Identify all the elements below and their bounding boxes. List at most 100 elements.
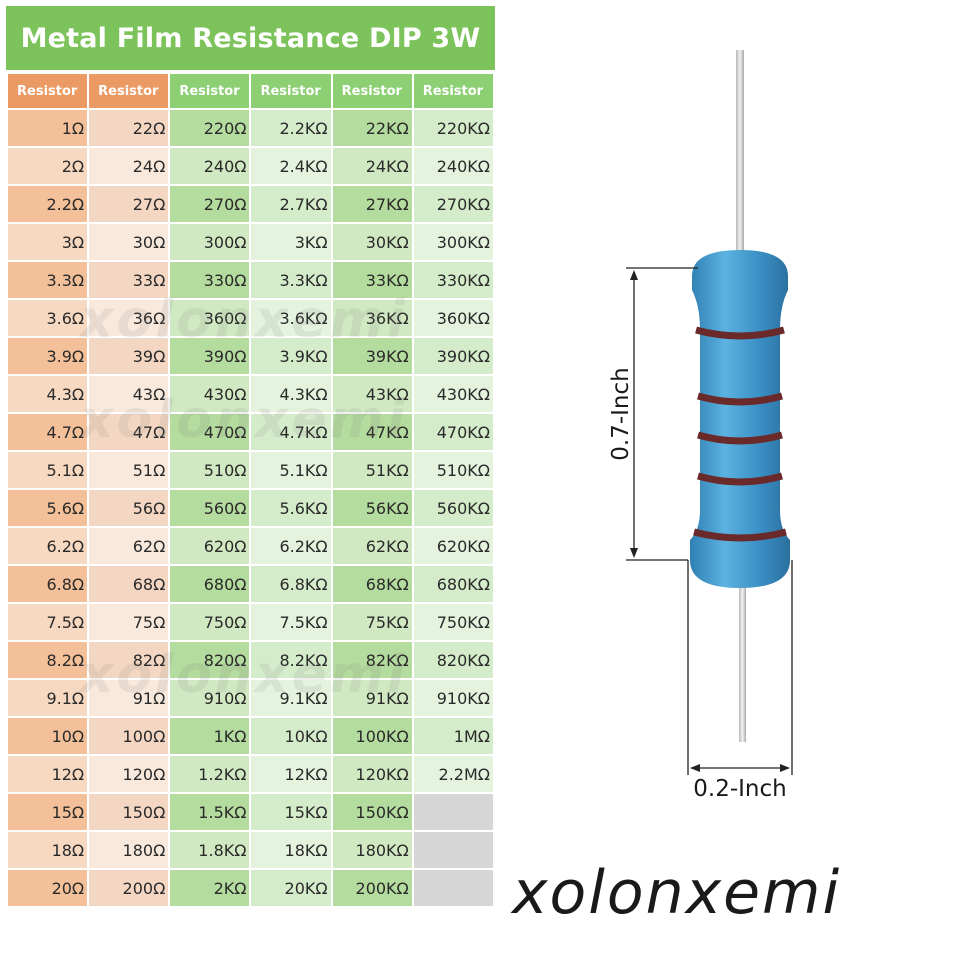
table-cell: 33Ω — [89, 262, 169, 298]
table-cell: 75Ω — [89, 604, 169, 640]
table-row: 2.2Ω 27Ω 270Ω 2.7KΩ 27KΩ 270KΩ — [8, 186, 493, 222]
table-cell: 240KΩ — [413, 148, 493, 184]
column-header: Resistor — [251, 74, 331, 108]
table-cell: 43Ω — [89, 376, 169, 412]
table-cell: 220Ω — [170, 110, 250, 146]
table-cell: 33KΩ — [332, 262, 412, 298]
table-cell: 3Ω — [8, 224, 88, 260]
table-row: 3.3Ω 33Ω 330Ω 3.3KΩ 33KΩ 330KΩ — [8, 262, 493, 298]
table-cell: 5.6Ω — [8, 490, 88, 526]
table-cell: 15Ω — [8, 794, 88, 830]
color-band — [693, 528, 787, 542]
table-cell: 5.6KΩ — [251, 490, 331, 526]
resistor-value-table: Resistor Resistor Resistor Resistor Resi… — [6, 72, 495, 908]
table-cell: 20Ω — [8, 870, 88, 906]
color-band — [697, 431, 783, 445]
table-row: 3.6Ω 36Ω 360Ω 3.6KΩ 36KΩ 360KΩ — [8, 300, 493, 336]
table-cell: 22Ω — [89, 110, 169, 146]
table-cell: 4.7KΩ — [251, 414, 331, 450]
table-cell: 240Ω — [170, 148, 250, 184]
table-cell: 560KΩ — [413, 490, 493, 526]
table-cell: 1MΩ — [413, 718, 493, 754]
empty-cell — [413, 832, 493, 868]
table-row: 7.5Ω 75Ω 750Ω 7.5KΩ 75KΩ 750KΩ — [8, 604, 493, 640]
table-cell: 36Ω — [89, 300, 169, 336]
table-cell: 3.3Ω — [8, 262, 88, 298]
table-cell: 62KΩ — [332, 528, 412, 564]
page-title: Metal Film Resistance DIP 3W — [6, 6, 495, 70]
table-row: 4.3Ω 43Ω 430Ω 4.3KΩ 43KΩ 430KΩ — [8, 376, 493, 412]
table-cell: 75KΩ — [332, 604, 412, 640]
table-cell: 910KΩ — [413, 680, 493, 716]
resistor-body — [690, 250, 790, 588]
table-row: 6.8Ω 68Ω 680Ω 6.8KΩ 68KΩ 680KΩ — [8, 566, 493, 602]
table-cell: 620KΩ — [413, 528, 493, 564]
table-cell: 2.4KΩ — [251, 148, 331, 184]
color-band — [695, 326, 785, 340]
table-cell: 150Ω — [89, 794, 169, 830]
table-cell: 180KΩ — [332, 832, 412, 868]
table-cell: 270Ω — [170, 186, 250, 222]
table-cell: 3.6Ω — [8, 300, 88, 336]
table-cell: 9.1KΩ — [251, 680, 331, 716]
table-cell: 100KΩ — [332, 718, 412, 754]
table-row: 10Ω 100Ω 1KΩ 10KΩ 100KΩ 1MΩ — [8, 718, 493, 754]
table-row: 4.7Ω 47Ω 470Ω 4.7KΩ 47KΩ 470KΩ — [8, 414, 493, 450]
table-cell: 20KΩ — [251, 870, 331, 906]
table-cell: 390KΩ — [413, 338, 493, 374]
width-dimension-lines — [687, 560, 793, 775]
table-cell: 62Ω — [89, 528, 169, 564]
table-cell: 27KΩ — [332, 186, 412, 222]
table-cell: 330Ω — [170, 262, 250, 298]
table-cell: 18Ω — [8, 832, 88, 868]
table-cell: 100Ω — [89, 718, 169, 754]
table-row: 12Ω 120Ω 1.2KΩ 12KΩ 120KΩ 2.2MΩ — [8, 756, 493, 792]
table-cell: 910Ω — [170, 680, 250, 716]
table-cell: 56Ω — [89, 490, 169, 526]
column-header: Resistor — [332, 74, 412, 108]
table-cell: 3.3KΩ — [251, 262, 331, 298]
table-header-row: Resistor Resistor Resistor Resistor Resi… — [8, 74, 493, 108]
table-cell: 39KΩ — [332, 338, 412, 374]
table-cell: 10Ω — [8, 718, 88, 754]
table-cell: 91Ω — [89, 680, 169, 716]
table-cell: 6.2KΩ — [251, 528, 331, 564]
table-cell: 360Ω — [170, 300, 250, 336]
table-cell: 6.8Ω — [8, 566, 88, 602]
table-row: 1Ω 22Ω 220Ω 2.2KΩ 22KΩ 220KΩ — [8, 110, 493, 146]
table-cell: 390Ω — [170, 338, 250, 374]
table-cell: 47KΩ — [332, 414, 412, 450]
table-cell: 2.2MΩ — [413, 756, 493, 792]
table-cell: 24KΩ — [332, 148, 412, 184]
table-cell: 9.1Ω — [8, 680, 88, 716]
table-cell: 2Ω — [8, 148, 88, 184]
table-cell: 510KΩ — [413, 452, 493, 488]
table-cell: 1KΩ — [170, 718, 250, 754]
height-dimension-lines — [626, 267, 698, 561]
table-cell: 820KΩ — [413, 642, 493, 678]
table-cell: 8.2KΩ — [251, 642, 331, 678]
table-row: 9.1Ω 91Ω 910Ω 9.1KΩ 91KΩ 910KΩ — [8, 680, 493, 716]
table-cell: 1Ω — [8, 110, 88, 146]
top-lead — [736, 50, 744, 260]
table-cell: 3.9Ω — [8, 338, 88, 374]
table-cell: 3KΩ — [251, 224, 331, 260]
table-row: 6.2Ω 62Ω 620Ω 6.2KΩ 62KΩ 620KΩ — [8, 528, 493, 564]
table-cell: 68Ω — [89, 566, 169, 602]
color-band — [697, 472, 783, 486]
table-cell: 3.6KΩ — [251, 300, 331, 336]
empty-cell — [413, 870, 493, 906]
table-cell: 470KΩ — [413, 414, 493, 450]
table-cell: 12KΩ — [251, 756, 331, 792]
table-cell: 2KΩ — [170, 870, 250, 906]
table-cell: 39Ω — [89, 338, 169, 374]
table-cell: 560Ω — [170, 490, 250, 526]
table-row: 3.9Ω 39Ω 390Ω 3.9KΩ 39KΩ 390KΩ — [8, 338, 493, 374]
width-label: 0.2-Inch — [693, 776, 786, 802]
table-cell: 430Ω — [170, 376, 250, 412]
bottom-lead — [739, 580, 746, 742]
table-cell: 6.2Ω — [8, 528, 88, 564]
column-header: Resistor — [170, 74, 250, 108]
table-cell: 220KΩ — [413, 110, 493, 146]
empty-cell — [413, 794, 493, 830]
